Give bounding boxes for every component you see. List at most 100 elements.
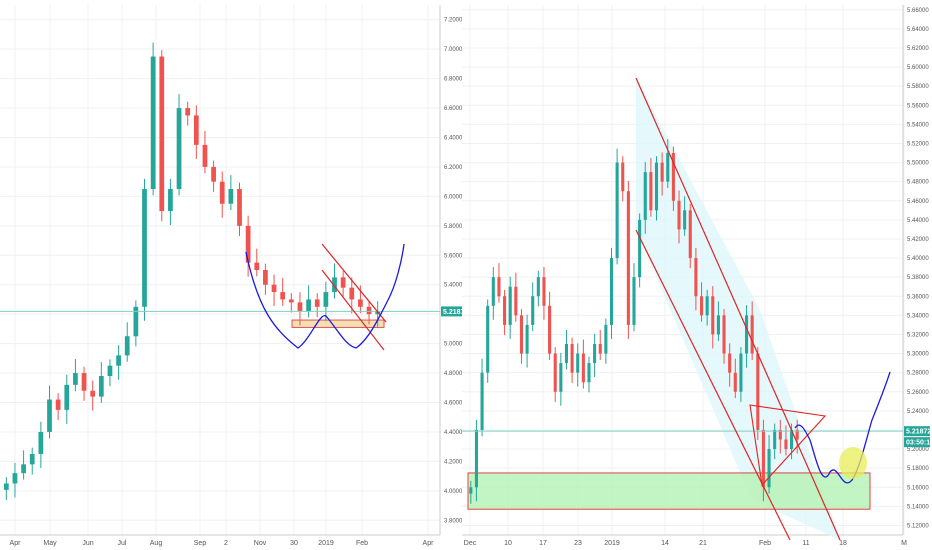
- candle-body[interactable]: [38, 431, 44, 455]
- candle-body[interactable]: [542, 277, 546, 306]
- candle-body[interactable]: [739, 353, 743, 392]
- candle-body[interactable]: [469, 487, 473, 494]
- candle-body[interactable]: [332, 277, 337, 293]
- candle-body[interactable]: [654, 162, 659, 211]
- candle-body[interactable]: [559, 363, 563, 392]
- candle-body[interactable]: [626, 191, 630, 325]
- trendline-lower[interactable]: [321, 269, 385, 351]
- candle-body[interactable]: [744, 315, 749, 354]
- candle-body[interactable]: [64, 384, 70, 410]
- candle-body[interactable]: [790, 429, 794, 450]
- candle-body[interactable]: [632, 277, 636, 325]
- candle-body[interactable]: [705, 296, 709, 316]
- candle-body[interactable]: [728, 353, 732, 373]
- candle-body[interactable]: [116, 355, 121, 366]
- highlight-circle[interactable]: [839, 447, 867, 479]
- candle-body[interactable]: [750, 315, 754, 354]
- candle-body[interactable]: [581, 353, 585, 383]
- candle-body[interactable]: [638, 219, 642, 278]
- candle-body[interactable]: [773, 429, 777, 450]
- candle-body[interactable]: [47, 399, 52, 432]
- triangle-pattern[interactable]: [749, 404, 827, 487]
- candle-body[interactable]: [660, 162, 664, 182]
- candle-body[interactable]: [795, 429, 799, 440]
- candle-body[interactable]: [124, 336, 130, 356]
- candle-body[interactable]: [176, 108, 182, 190]
- candle-body[interactable]: [486, 305, 490, 373]
- candle-body[interactable]: [306, 299, 311, 312]
- candle-body[interactable]: [621, 162, 625, 192]
- candle-body[interactable]: [245, 225, 251, 263]
- projection-path[interactable]: [794, 371, 891, 484]
- candle-body[interactable]: [694, 258, 698, 297]
- candle-body[interactable]: [564, 344, 569, 364]
- candle-body[interactable]: [81, 373, 87, 391]
- candle-body[interactable]: [615, 162, 619, 259]
- candle-body[interactable]: [503, 296, 507, 325]
- candle-body[interactable]: [733, 372, 737, 392]
- candle-body[interactable]: [570, 344, 574, 373]
- candle-body[interactable]: [98, 376, 104, 397]
- candle-body[interactable]: [649, 172, 653, 211]
- candle-body[interactable]: [761, 429, 765, 488]
- candle-body[interactable]: [531, 296, 535, 325]
- candle-body[interactable]: [228, 189, 234, 204]
- candle-body[interactable]: [576, 353, 580, 373]
- candle-body[interactable]: [211, 166, 216, 182]
- candle-body[interactable]: [604, 324, 608, 354]
- candle-body[interactable]: [55, 399, 61, 410]
- candle-body[interactable]: [237, 189, 242, 226]
- candle-body[interactable]: [280, 292, 286, 300]
- candle-body[interactable]: [514, 286, 518, 316]
- right-panel[interactable]: 5.120005.140005.160005.180005.200005.220…: [462, 5, 932, 547]
- projection-path[interactable]: [245, 243, 405, 349]
- candle-body[interactable]: [159, 56, 165, 212]
- candle-body[interactable]: [722, 315, 726, 354]
- channel-upper[interactable]: [635, 77, 841, 541]
- candle-body[interactable]: [767, 449, 771, 488]
- candle-body[interactable]: [168, 189, 173, 212]
- candle-body[interactable]: [525, 324, 529, 354]
- candle-body[interactable]: [666, 153, 670, 182]
- candle-body[interactable]: [778, 429, 782, 440]
- candle-body[interactable]: [587, 363, 591, 383]
- candle-body[interactable]: [314, 299, 320, 307]
- candle-body[interactable]: [643, 172, 647, 220]
- candle-body[interactable]: [784, 439, 788, 450]
- candle-body[interactable]: [491, 277, 495, 306]
- candle-body[interactable]: [688, 210, 692, 259]
- left-panel[interactable]: 3.80000 4.00000 4.20000 4.40000 4.60000 4.800…: [0, 5, 468, 547]
- candle-body[interactable]: [271, 284, 277, 293]
- candle-body[interactable]: [349, 287, 355, 300]
- support-zone[interactable]: [467, 472, 871, 510]
- candle-body[interactable]: [671, 153, 675, 201]
- candle-body[interactable]: [219, 181, 225, 204]
- candle-body[interactable]: [185, 108, 191, 116]
- trendline-upper[interactable]: [321, 243, 387, 323]
- candle-body[interactable]: [193, 115, 199, 145]
- candle-body[interactable]: [21, 464, 26, 474]
- candle-body[interactable]: [548, 305, 552, 354]
- candle-body[interactable]: [288, 299, 294, 303]
- candle-body[interactable]: [536, 277, 540, 297]
- candle-body[interactable]: [756, 353, 760, 430]
- candle-body[interactable]: [150, 56, 156, 190]
- candle-body[interactable]: [133, 306, 139, 337]
- candle-body[interactable]: [3, 483, 9, 490]
- candle-body[interactable]: [474, 429, 478, 488]
- candle-body[interactable]: [609, 258, 614, 325]
- support-zone[interactable]: [291, 319, 385, 328]
- candle-body[interactable]: [497, 277, 501, 297]
- candle-body[interactable]: [598, 344, 602, 354]
- candle-body[interactable]: [711, 296, 715, 335]
- candle-body[interactable]: [699, 296, 704, 316]
- candle-body[interactable]: [263, 270, 268, 285]
- candle-body[interactable]: [73, 373, 78, 385]
- candle-body[interactable]: [297, 302, 303, 312]
- candle-body[interactable]: [677, 200, 681, 230]
- candle-body[interactable]: [519, 315, 524, 354]
- candle-body[interactable]: [366, 306, 372, 315]
- candle-body[interactable]: [254, 262, 260, 270]
- candle-body[interactable]: [593, 344, 597, 364]
